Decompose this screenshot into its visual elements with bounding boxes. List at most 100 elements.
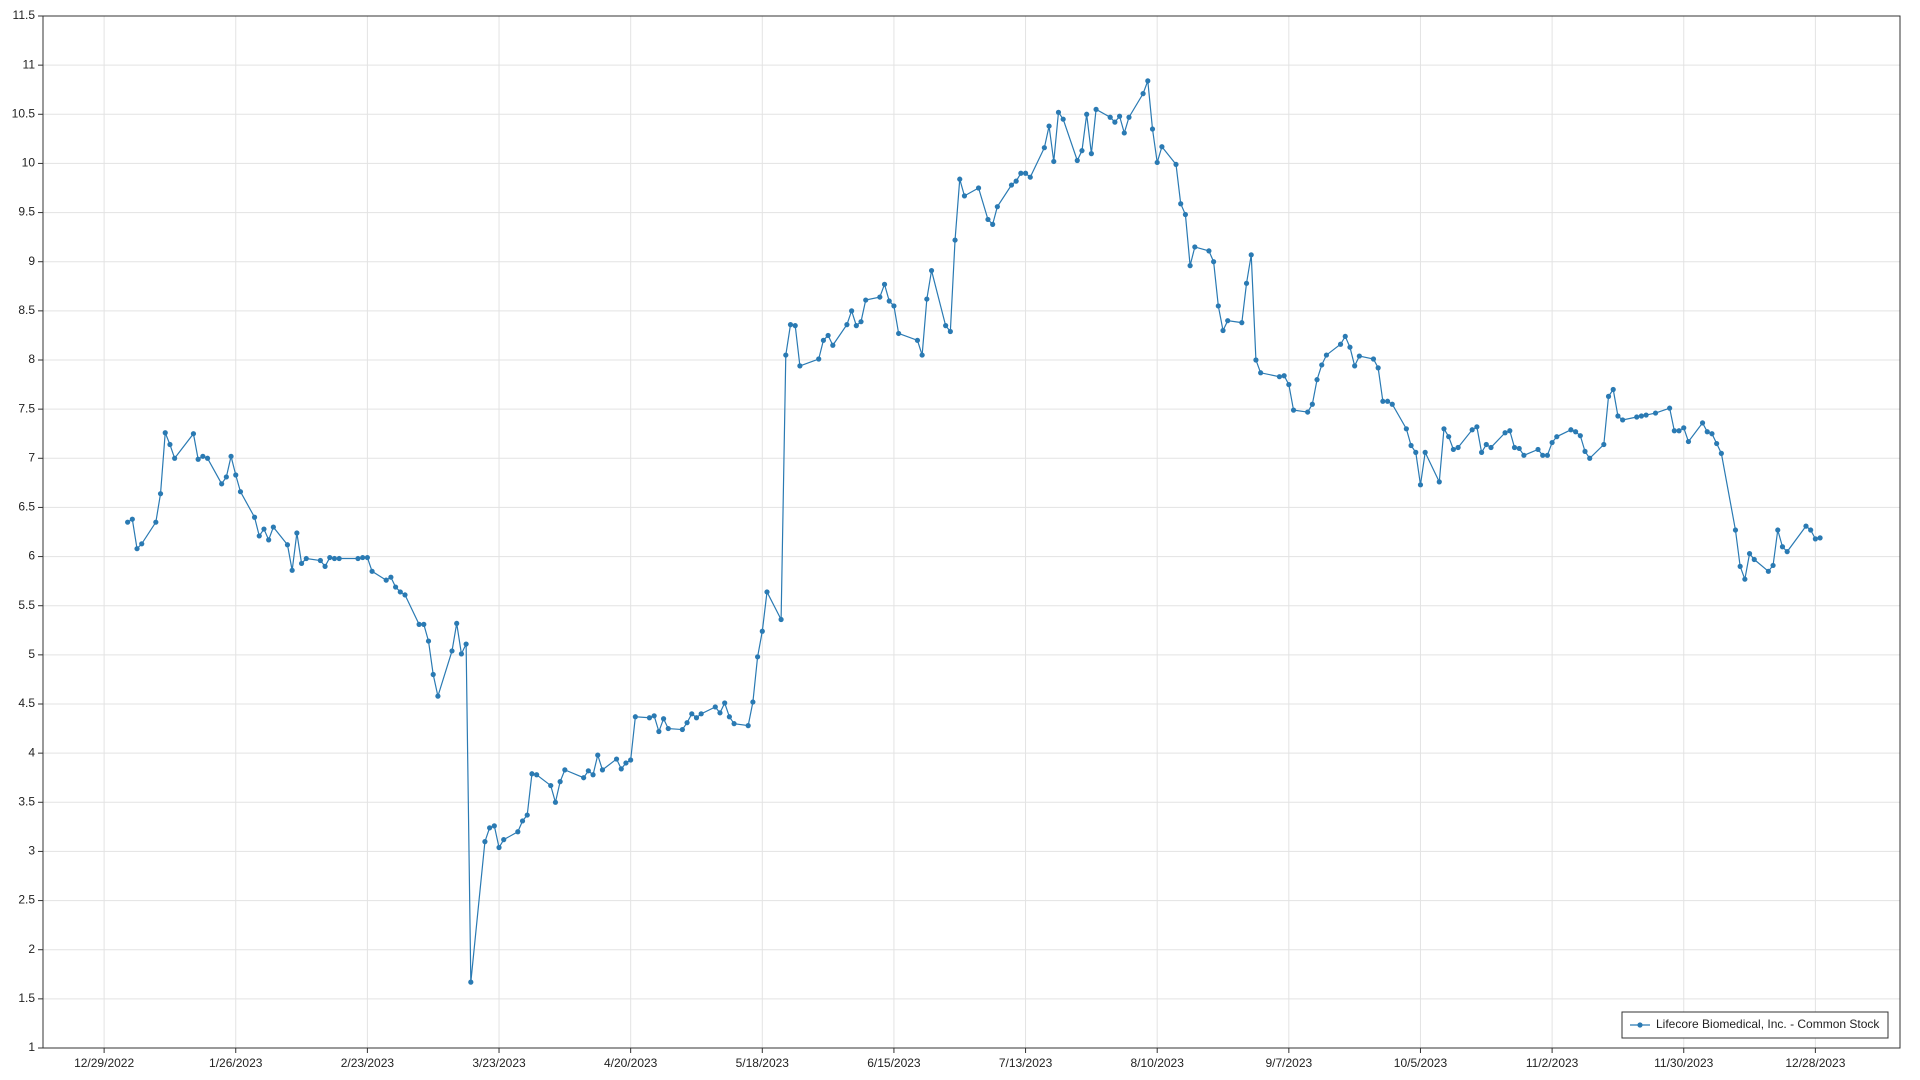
data-point [1610,386,1616,393]
data-point [284,542,291,548]
data-point [990,221,996,227]
data-point [190,431,197,437]
data-point [613,756,620,762]
data-point [1384,398,1391,404]
data-point [1446,434,1452,440]
data-point [1667,405,1673,411]
data-point [1079,148,1085,154]
y-tick-label: 9 [28,254,35,268]
data-point [745,723,751,729]
data-point [1544,452,1551,458]
data-point [223,474,229,480]
data-point [1535,446,1541,453]
data-point [1154,159,1160,166]
data-point [261,526,267,532]
data-point [1742,576,1748,582]
data-point [651,713,657,719]
data-point [689,711,695,717]
y-tick-label: 3.5 [18,794,35,808]
data-point [1243,280,1250,286]
data-point [1770,562,1776,569]
data-point [1380,398,1386,404]
data-point [1187,263,1193,269]
data-point [830,342,836,348]
data-point [1149,126,1156,132]
data-point [1450,446,1456,453]
data-point [1413,449,1419,455]
data-point [1643,412,1649,418]
data-point [849,308,855,314]
data-point [1455,444,1461,451]
legend: Lifecore Biomedical, Inc. - Common Stock [1621,1011,1889,1039]
data-point [947,328,953,335]
data-point [1370,356,1377,362]
data-point [1112,119,1118,125]
data-point [327,554,333,561]
data-point [416,621,422,627]
data-point [1248,252,1254,258]
data-point [581,775,587,781]
data-point [816,356,822,362]
data-point [233,472,239,478]
data-point [1732,527,1739,533]
data-point [1116,113,1123,119]
data-point [820,337,827,343]
data-point [1008,182,1015,188]
data-point [167,441,173,448]
data-point [1765,568,1771,574]
y-tick-label: 5 [28,647,35,661]
data-point [844,322,850,328]
data-point [985,216,991,223]
data-point [1018,170,1024,176]
data-point [759,628,765,634]
y-tick-label: 8 [28,352,35,366]
data-point [896,330,902,337]
y-tick-label: 5.5 [18,598,35,612]
data-point [228,453,234,459]
data-point [1107,114,1113,120]
data-point [1281,373,1287,379]
data-point [1699,420,1706,426]
data-point [195,456,201,462]
y-tick-label: 3 [28,844,35,858]
data-point [1046,123,1052,129]
legend-marker [1637,1022,1643,1028]
data-point [1121,130,1127,136]
data-point [1342,333,1348,340]
data-point [204,455,211,461]
data-point [1817,535,1823,541]
data-point [957,176,963,182]
data-point [891,303,897,309]
data-point [717,710,723,716]
data-point [552,799,559,805]
data-point [787,322,794,328]
data-point [1436,479,1442,485]
x-tick-label: 3/23/2023 [472,1056,526,1070]
data-point [251,514,258,520]
data-point [1309,401,1315,407]
data-point [1478,449,1485,455]
data-point [1634,414,1640,420]
data-point [646,715,653,721]
y-tick-label: 9.5 [18,205,35,219]
data-point [1511,444,1518,451]
data-point [1502,430,1508,436]
legend-box [1621,1011,1889,1039]
data-point [157,491,164,497]
data-point [731,721,737,727]
data-point [1225,318,1231,324]
data-point [421,621,427,627]
data-point [1239,320,1245,326]
data-point [1375,365,1381,371]
y-tick-label: 7.5 [18,401,35,415]
data-point [722,700,728,706]
data-point [660,716,667,722]
data-point [1483,441,1489,448]
data-point [919,352,925,358]
data-point [1314,377,1320,383]
data-point [153,519,159,525]
data-point [1173,161,1179,168]
data-point [1192,244,1198,250]
data-point [693,715,700,721]
